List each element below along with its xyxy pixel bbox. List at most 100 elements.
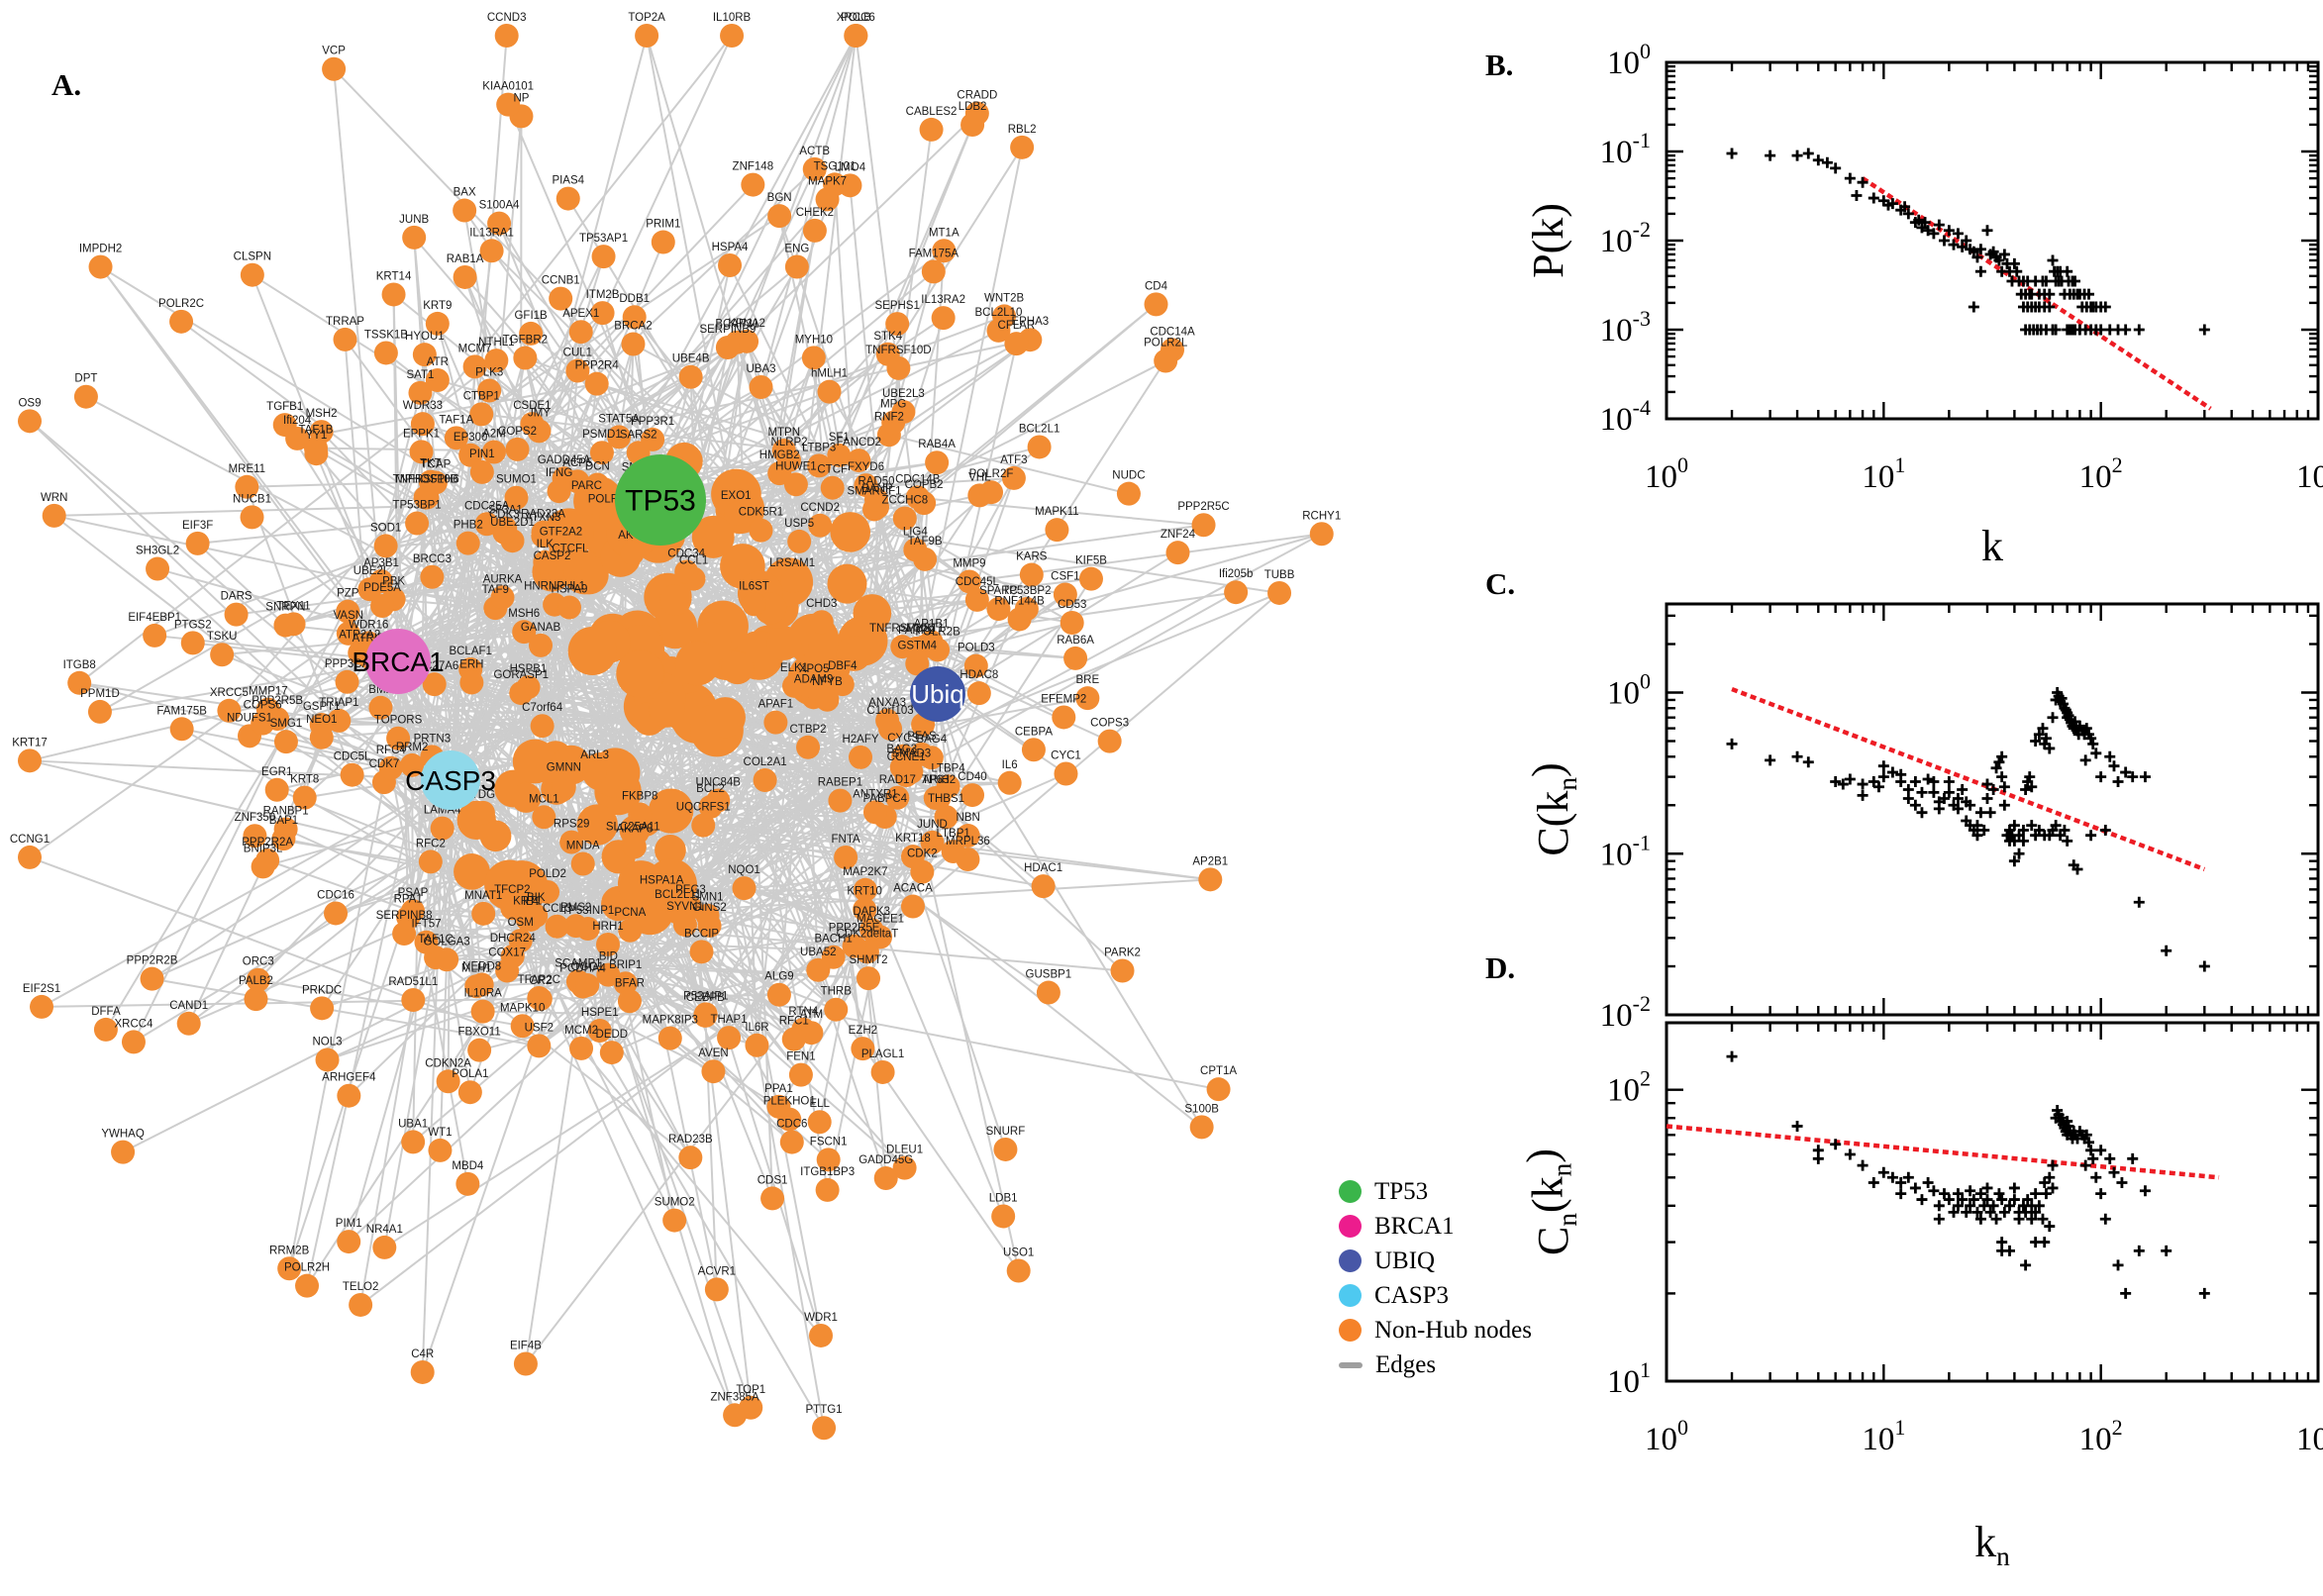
network-node — [844, 24, 868, 48]
axis-tick-label: 100 — [1645, 452, 1688, 495]
legend-item-edges: Edges — [1339, 1347, 1532, 1382]
network-node — [531, 520, 556, 545]
legend-label: UBIQ — [1374, 1247, 1436, 1274]
network-node — [900, 845, 925, 869]
network-node — [337, 1083, 361, 1108]
network-node-label: COL2A1 — [744, 756, 787, 768]
network-node-label: ENG — [784, 243, 809, 254]
network-node-label: XRCC5 — [210, 687, 249, 699]
network-node — [428, 1138, 453, 1162]
network-node — [816, 1147, 841, 1172]
network-node-label: TSG101 — [814, 160, 857, 172]
network-node-label: PPP2R2B — [127, 955, 178, 967]
network-node — [370, 593, 395, 618]
network-node-label: COPB2 — [905, 479, 944, 491]
network-node — [591, 245, 616, 269]
network-node-label: VHL — [968, 471, 991, 483]
network-node — [892, 506, 917, 531]
network-node — [495, 958, 520, 983]
network-node — [240, 505, 264, 530]
network-node-label: KARS — [1016, 551, 1048, 563]
network-node — [435, 948, 459, 972]
network-node-label: KRT9 — [423, 300, 452, 312]
network-node — [73, 384, 98, 409]
axis-ticks — [1665, 60, 2320, 421]
network-node — [18, 845, 42, 869]
network-node — [1224, 580, 1249, 605]
network-node — [93, 1017, 118, 1042]
network-node-label: ITGB1BP3 — [800, 1166, 855, 1178]
network-node-label: WDR1 — [804, 1312, 838, 1324]
network-node — [545, 914, 569, 939]
network-node-label: ATM — [800, 1009, 823, 1021]
network-node — [655, 835, 686, 866]
network-node — [830, 512, 871, 552]
network-node-label: MCM2 — [564, 1025, 598, 1037]
network-node — [863, 487, 888, 512]
panel-c-label: C. — [1485, 566, 1516, 601]
network-node — [240, 262, 264, 287]
network-node-label: BAX — [454, 187, 476, 199]
network-node-label: IL6 — [1002, 759, 1018, 771]
network-node — [520, 412, 545, 437]
plot-frame — [1665, 60, 2320, 421]
network-node — [809, 610, 834, 635]
network-node-label: C7orf64 — [522, 702, 563, 714]
network-node-label: PBK — [382, 575, 405, 587]
network-node-label: CTCF — [817, 464, 848, 476]
network-node — [760, 1186, 785, 1211]
axis-tick-label: 10-2 — [1600, 991, 1651, 1034]
network-node-label: EFEMP2 — [1041, 693, 1086, 705]
network-node — [265, 707, 290, 732]
network-node — [552, 773, 576, 798]
network-node-label: POLD2 — [529, 868, 566, 880]
network-node-label: CASP2 — [534, 550, 571, 562]
network-node — [333, 327, 357, 351]
network-node-label: TSKU — [207, 631, 238, 643]
network-node-label: KIF5B — [1075, 555, 1107, 567]
network-node-label: DBF4 — [828, 660, 858, 672]
network-node-label: PDE5A — [363, 582, 401, 594]
network-node-label: COPS3 — [1090, 718, 1129, 730]
network-node — [595, 932, 620, 956]
network-node-label: RFC4 — [376, 745, 407, 756]
network-node-label: PPP2R5C — [1177, 501, 1229, 513]
network-node — [243, 824, 267, 848]
network-node — [870, 1059, 895, 1084]
network-node-label: ORC3 — [243, 956, 274, 968]
network-node — [986, 318, 1011, 343]
scatter-markers — [1726, 687, 2210, 972]
network-node-label: CDC6 — [776, 1119, 807, 1131]
network-node-label: TUBB — [1264, 569, 1295, 581]
network-node-label: USF2 — [525, 1022, 554, 1034]
network-node — [678, 364, 703, 389]
network-node — [931, 306, 956, 331]
network-node-label: RABEP1 — [818, 777, 862, 789]
network-node-label: BCL2 — [696, 783, 725, 795]
network-node-label: RAB1A — [447, 253, 484, 265]
network-node — [372, 1235, 397, 1259]
legend-label: BRCA1 — [1374, 1212, 1455, 1240]
network-node-label: MSH6 — [508, 608, 540, 620]
network-node — [589, 441, 614, 465]
network-node-label: KPNA2 — [728, 318, 765, 330]
network-node — [512, 739, 557, 784]
network-node-label: TGFBR2 — [503, 335, 548, 347]
network-node — [964, 101, 989, 126]
network-node — [767, 204, 792, 229]
network-node-label: UBA1 — [398, 1118, 428, 1130]
network-node-label: Ifi205b — [1219, 568, 1254, 580]
network-node — [533, 549, 557, 574]
network-node-label: SUMO2 — [655, 1197, 695, 1209]
network-node — [964, 587, 989, 612]
network-node-label: GADD45A — [538, 454, 591, 466]
network-node-label: RAD23B — [668, 1134, 713, 1146]
network-node-label: CD53 — [1058, 599, 1086, 611]
network-node — [1267, 580, 1292, 605]
network-node-label: RAB6A — [1057, 635, 1094, 647]
network-node-label: LRSAM1 — [769, 557, 815, 569]
network-node-label: PCNA — [614, 907, 646, 919]
network-node — [510, 782, 542, 813]
axis-tick-label: 100 — [1645, 1415, 1688, 1457]
network-node — [920, 830, 945, 854]
